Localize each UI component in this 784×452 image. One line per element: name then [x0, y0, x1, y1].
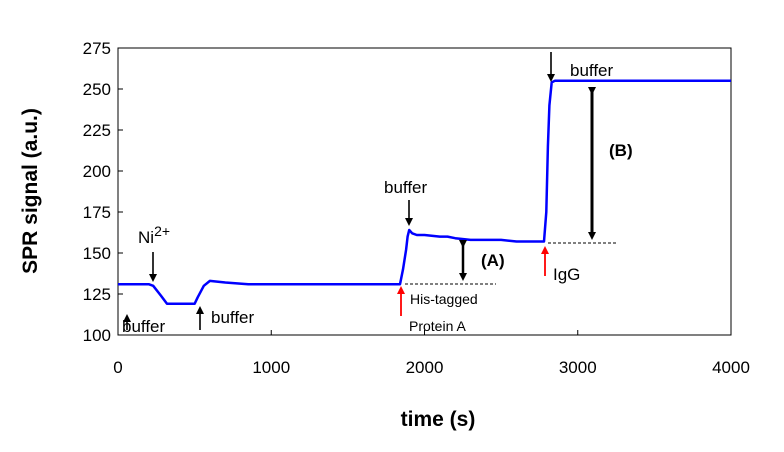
x-axis-title: time (s)	[401, 408, 476, 431]
annotation-ni-superscript: 2+	[154, 223, 170, 239]
y-axis-ticks: 100 125 150 175 200 225 250 275	[83, 39, 123, 345]
annotation-buffer-4: buffer	[570, 61, 614, 80]
y-tick-label: 175	[83, 203, 111, 222]
annotation-protein-a: Protein A	[409, 318, 466, 334]
spr-signal-line	[118, 79, 731, 306]
x-tick-label: 4000	[712, 358, 750, 377]
x-tick-label: 3000	[559, 358, 597, 377]
x-tick-label: 2000	[406, 358, 444, 377]
annotation-label-b: (B)	[609, 141, 633, 160]
y-tick-label: 250	[83, 80, 111, 99]
annotation-igg: IgG	[553, 265, 580, 284]
y-tick-label: 200	[83, 162, 111, 181]
y-axis-title: SPR signal (a.u.)	[19, 108, 42, 274]
y-tick-label: 125	[83, 285, 111, 304]
annotation-buffer-2: buffer	[211, 308, 255, 327]
y-tick-label: 150	[83, 244, 111, 263]
annotation-ni-base: Ni	[138, 228, 154, 247]
annotation-label-a: (A)	[481, 251, 505, 270]
annotation-buffer-3: buffer	[384, 178, 428, 197]
x-axis-ticks: 0 1000 2000 3000 4000	[113, 330, 750, 377]
annotation-his-tagged: His-tagged	[410, 291, 478, 307]
y-tick-label: 275	[83, 39, 111, 58]
annotation-ni: Ni2+	[138, 223, 170, 247]
y-tick-label: 225	[83, 121, 111, 140]
x-tick-label: 0	[113, 358, 122, 377]
x-tick-label: 1000	[252, 358, 290, 377]
y-tick-label: 100	[83, 326, 111, 345]
annotation-buffer-1: buffer	[122, 317, 166, 336]
